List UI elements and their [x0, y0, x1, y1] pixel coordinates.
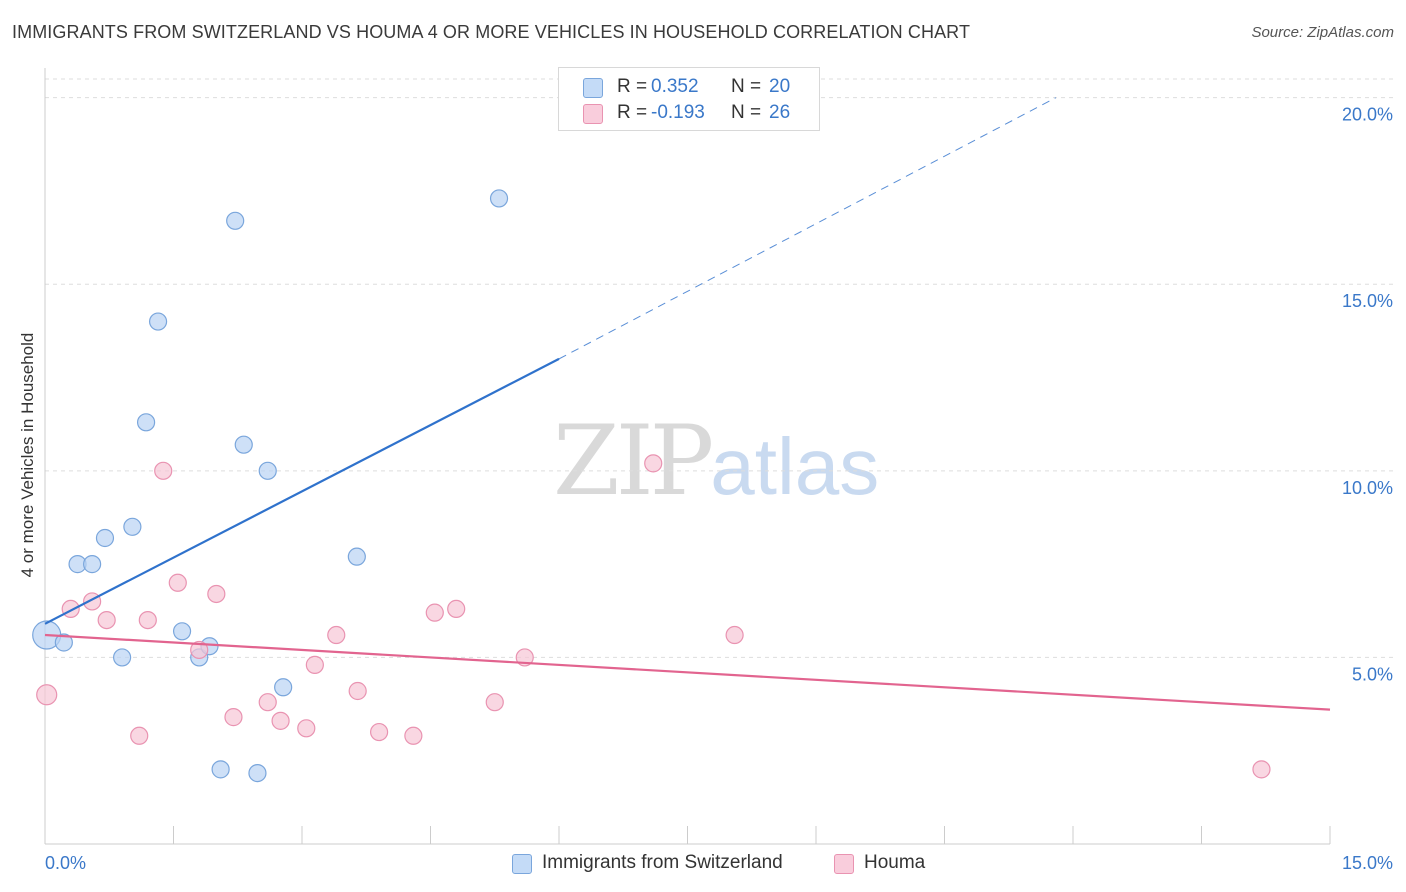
point-switzerland	[148, 312, 168, 331]
point-houma	[154, 461, 173, 480]
point-switzerland	[112, 648, 132, 667]
point-houma	[485, 693, 504, 712]
point-switzerland	[172, 622, 192, 641]
point-switzerland	[136, 413, 156, 432]
watermark-zip: ZIP	[553, 405, 714, 517]
point-switzerland	[226, 211, 245, 230]
point-houma	[130, 726, 149, 745]
point-houma	[370, 722, 389, 742]
legend-n-value: 26	[769, 102, 791, 123]
point-switzerland	[248, 763, 267, 783]
bottom-legend-swatch-blue	[512, 854, 532, 874]
point-switzerland	[258, 461, 277, 480]
x-tick-label-max: 15.0%	[1342, 853, 1393, 873]
y-tick-label: 10.0%	[1342, 478, 1393, 498]
bottom-legend-swatch-pink	[834, 854, 854, 874]
point-houma	[425, 603, 444, 622]
point-houma	[258, 693, 277, 712]
bottom-legend-label: Immigrants from Switzerland	[542, 852, 783, 873]
trend-line-switzerland	[44, 357, 560, 625]
point-switzerland	[489, 189, 509, 208]
chart-source: Source: ZipAtlas.com	[1251, 24, 1394, 41]
correlation-legend: R = 0.352 N = 20 R = -0.193 N = 26	[558, 67, 820, 131]
point-houma	[36, 684, 58, 706]
point-houma	[138, 610, 157, 630]
point-houma	[327, 625, 346, 645]
point-houma	[168, 573, 187, 592]
legend-n-value: 20	[769, 76, 791, 97]
point-switzerland	[234, 435, 253, 454]
legend-r-label: R =	[617, 102, 648, 123]
point-houma	[207, 584, 226, 604]
watermark: ZIPatlas	[553, 405, 879, 517]
legend-n-label: N =	[731, 76, 762, 97]
chart-title: IMMIGRANTS FROM SWITZERLAND VS HOUMA 4 O…	[12, 22, 971, 42]
y-tick-label: 15.0%	[1342, 291, 1393, 311]
legend-r-value: -0.193	[651, 102, 705, 123]
watermark-atlas: atlas	[710, 422, 880, 511]
point-switzerland	[54, 633, 73, 652]
y-tick-label: 20.0%	[1342, 105, 1393, 125]
point-houma	[190, 640, 209, 660]
point-switzerland	[123, 517, 142, 536]
point-switzerland	[95, 528, 115, 548]
point-houma	[297, 719, 316, 738]
point-houma	[224, 708, 243, 727]
point-houma	[725, 625, 744, 645]
point-switzerland	[83, 555, 102, 574]
legend-r-label: R =	[617, 76, 648, 97]
y-tick-label: 5.0%	[1352, 664, 1393, 684]
trend-line-houma	[44, 633, 1331, 711]
x-tick-label-min: 0.0%	[45, 853, 86, 873]
point-houma	[404, 726, 423, 745]
legend-r-value: 0.352	[651, 76, 699, 97]
point-houma	[1252, 760, 1271, 779]
point-houma	[447, 599, 466, 619]
y-axis-label: 4 or more Vehicles in Household	[18, 332, 37, 578]
point-houma	[644, 454, 663, 473]
point-houma	[271, 711, 290, 730]
point-houma	[97, 610, 116, 630]
point-houma	[305, 655, 324, 674]
legend-swatch-pink	[583, 104, 603, 124]
point-switzerland	[347, 547, 366, 566]
point-houma	[348, 681, 367, 701]
point-switzerland	[274, 678, 293, 697]
legend-swatch-blue	[583, 78, 603, 98]
bottom-legend-label: Houma	[864, 852, 926, 873]
trend-line-switzerland-extension	[558, 97, 1057, 360]
legend-n-label: N =	[731, 102, 762, 123]
point-switzerland	[211, 760, 230, 779]
